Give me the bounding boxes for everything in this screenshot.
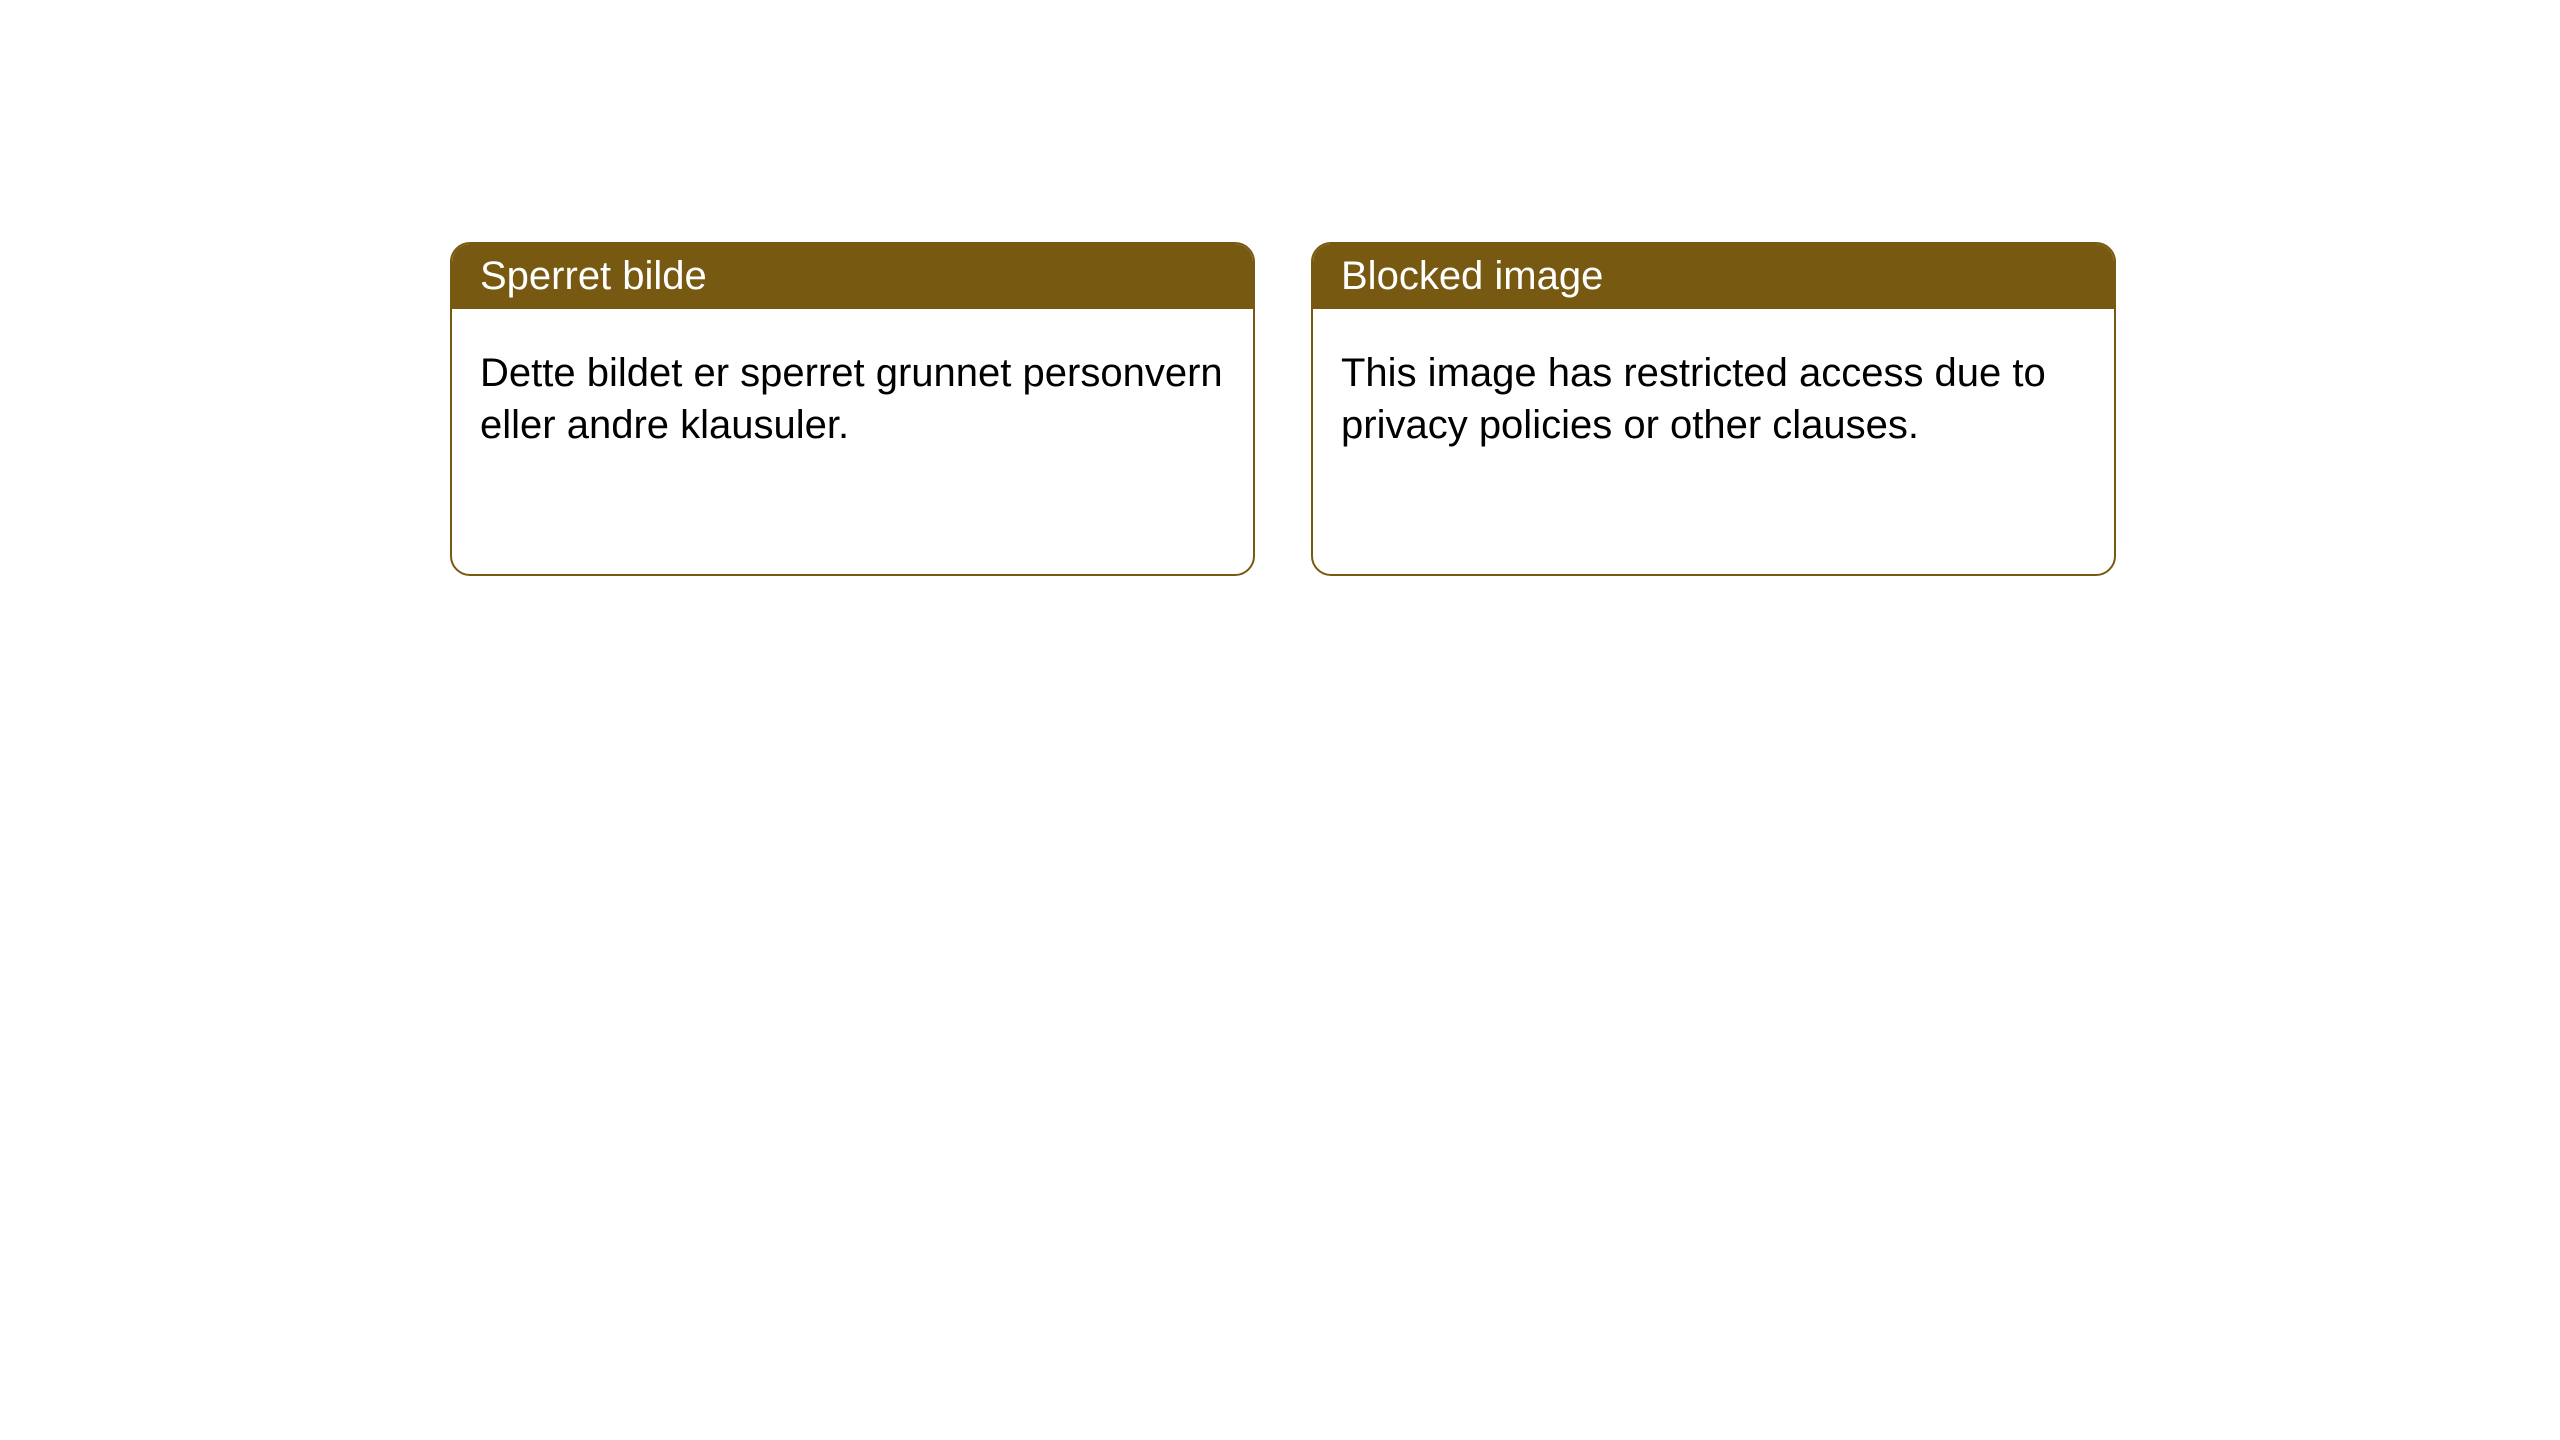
card-body: Dette bildet er sperret grunnet personve… [452, 309, 1253, 489]
card-title: Sperret bilde [452, 244, 1253, 309]
notice-container: Sperret bilde Dette bildet er sperret gr… [0, 0, 2560, 576]
card-body: This image has restricted access due to … [1313, 309, 2114, 489]
notice-card-english: Blocked image This image has restricted … [1311, 242, 2116, 576]
card-title: Blocked image [1313, 244, 2114, 309]
notice-card-norwegian: Sperret bilde Dette bildet er sperret gr… [450, 242, 1255, 576]
